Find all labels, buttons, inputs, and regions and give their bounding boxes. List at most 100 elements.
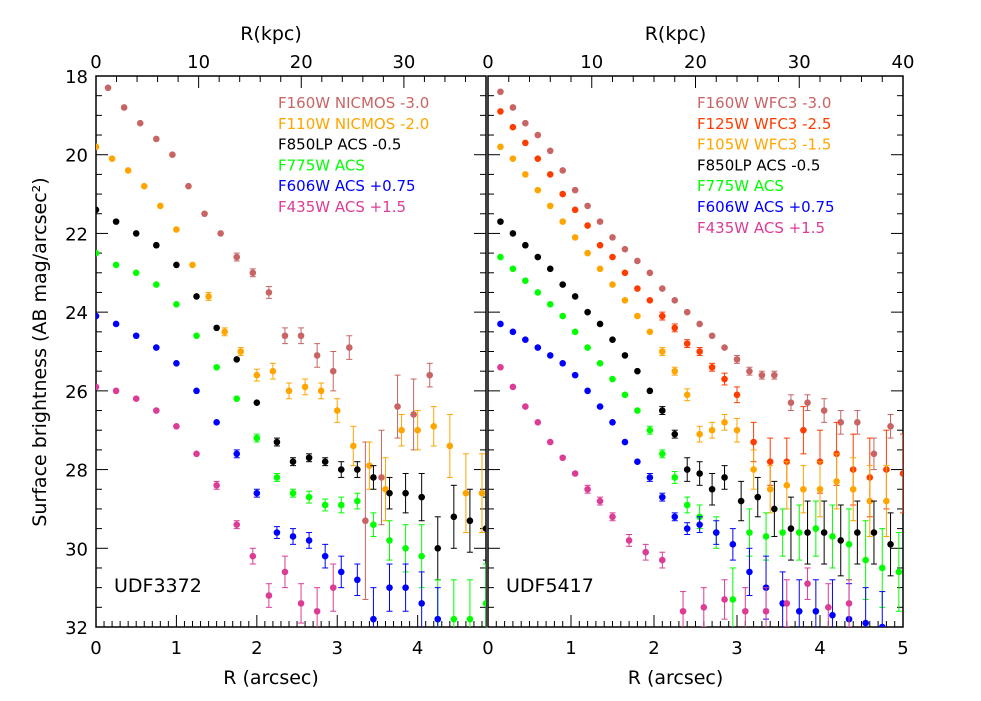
data-point <box>721 419 728 426</box>
data-point <box>213 419 220 426</box>
data-point <box>169 151 176 159</box>
data-point <box>213 324 220 332</box>
data-point <box>571 293 579 300</box>
data-point <box>321 458 329 466</box>
data-point <box>696 470 703 477</box>
x-tick-label: 3 <box>332 638 343 659</box>
data-point <box>522 171 529 178</box>
data-point <box>721 375 728 383</box>
data-point <box>153 241 160 249</box>
data-point <box>430 422 438 430</box>
data-point <box>659 450 666 458</box>
x2-tick-label: 20 <box>290 52 313 73</box>
x2-axis-label: R(kpc) <box>645 23 707 45</box>
data-point <box>120 104 128 111</box>
data-point <box>112 261 120 269</box>
x2-tick-label: 0 <box>482 52 493 73</box>
data-point <box>112 218 120 225</box>
data-point <box>621 391 629 399</box>
data-point <box>584 387 591 395</box>
data-point <box>646 269 654 277</box>
data-point <box>450 615 458 623</box>
data-point <box>659 312 666 320</box>
data-point <box>253 489 261 497</box>
data-point <box>625 537 633 544</box>
data-point <box>173 422 180 430</box>
legend-entry: F435W ACS +1.5 <box>278 198 406 216</box>
series-0 <box>104 84 434 600</box>
data-point <box>596 241 604 249</box>
data-point <box>559 167 566 174</box>
data-point <box>297 600 305 607</box>
data-point <box>883 497 890 505</box>
data-point <box>497 143 504 151</box>
data-point <box>820 529 828 536</box>
data-point <box>820 407 828 414</box>
data-point <box>434 615 442 623</box>
data-point <box>609 253 616 261</box>
data-point <box>559 190 566 198</box>
data-point <box>742 607 749 615</box>
data-point <box>546 300 554 308</box>
data-point <box>534 131 542 139</box>
data-point <box>497 320 504 328</box>
galaxy-label: UDF3372 <box>114 575 202 597</box>
data-point <box>571 186 579 194</box>
data-point <box>721 596 728 603</box>
data-point <box>729 541 737 548</box>
data-point <box>584 249 591 257</box>
data-point <box>762 533 770 540</box>
legend-entry: F435W ACS +1.5 <box>697 219 825 237</box>
data-point <box>522 277 529 284</box>
data-point <box>193 293 200 300</box>
data-point <box>559 360 566 367</box>
data-point <box>193 387 200 395</box>
data-point <box>233 521 241 528</box>
data-point <box>659 556 666 564</box>
panel-udf3372: 0 1 2 3 4 R (arcsec) 0 10 20 30 R(kpc) 18 20 22 24 26 28… <box>65 23 487 689</box>
data-point <box>634 367 641 375</box>
data-point <box>450 513 458 521</box>
x2-tick-label: 10 <box>580 52 603 73</box>
data-point <box>497 88 504 96</box>
data-point <box>671 513 679 521</box>
data-point <box>217 230 224 237</box>
data-point <box>213 363 220 371</box>
data-point <box>559 218 566 225</box>
data-point <box>370 474 377 481</box>
data-point <box>596 218 604 225</box>
legend-entry: F110W NICMOS -2.0 <box>278 115 429 133</box>
data-point <box>136 119 144 127</box>
data-point <box>746 367 753 375</box>
data-point <box>646 474 654 481</box>
data-point <box>478 489 486 497</box>
data-point <box>766 485 774 493</box>
data-point <box>584 202 591 210</box>
data-point <box>96 383 100 391</box>
data-point <box>596 320 604 328</box>
y-tick-label: 26 <box>65 382 88 403</box>
data-point <box>683 466 691 473</box>
data-point <box>345 344 353 351</box>
data-point <box>787 399 795 406</box>
data-point <box>273 474 281 481</box>
data-point <box>281 568 289 576</box>
data-point <box>132 269 140 277</box>
data-point <box>96 143 100 151</box>
data-point <box>571 328 579 336</box>
x-tick-label: 2 <box>648 638 659 659</box>
legend-entry: F160W NICMOS -3.0 <box>278 94 429 112</box>
data-point <box>233 253 241 261</box>
data-point <box>596 403 604 410</box>
data-point <box>249 269 257 277</box>
data-point <box>671 367 679 375</box>
data-point <box>559 454 566 462</box>
data-point <box>571 371 579 379</box>
data-point <box>402 544 409 552</box>
data-point <box>729 596 737 603</box>
data-point <box>812 525 820 532</box>
data-point <box>787 525 795 532</box>
data-point <box>289 458 297 466</box>
data-point <box>609 375 616 383</box>
data-point <box>233 450 241 458</box>
